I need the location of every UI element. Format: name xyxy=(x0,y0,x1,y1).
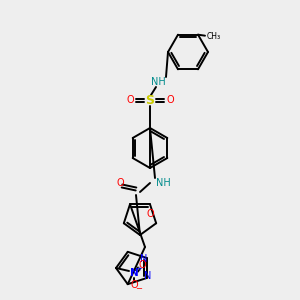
Text: O: O xyxy=(126,95,134,105)
Text: S: S xyxy=(146,94,154,106)
Text: O: O xyxy=(166,95,174,105)
Text: O: O xyxy=(116,178,124,188)
Text: +: + xyxy=(136,266,142,272)
Text: N: N xyxy=(140,254,147,264)
Text: N: N xyxy=(144,271,152,281)
Text: O: O xyxy=(138,260,146,270)
Text: N: N xyxy=(130,268,138,278)
Text: CH₃: CH₃ xyxy=(207,32,221,41)
Text: NH: NH xyxy=(151,77,165,87)
Text: NH: NH xyxy=(156,178,170,188)
Text: −: − xyxy=(136,284,142,293)
Text: O: O xyxy=(130,280,138,290)
Text: O: O xyxy=(146,209,154,219)
